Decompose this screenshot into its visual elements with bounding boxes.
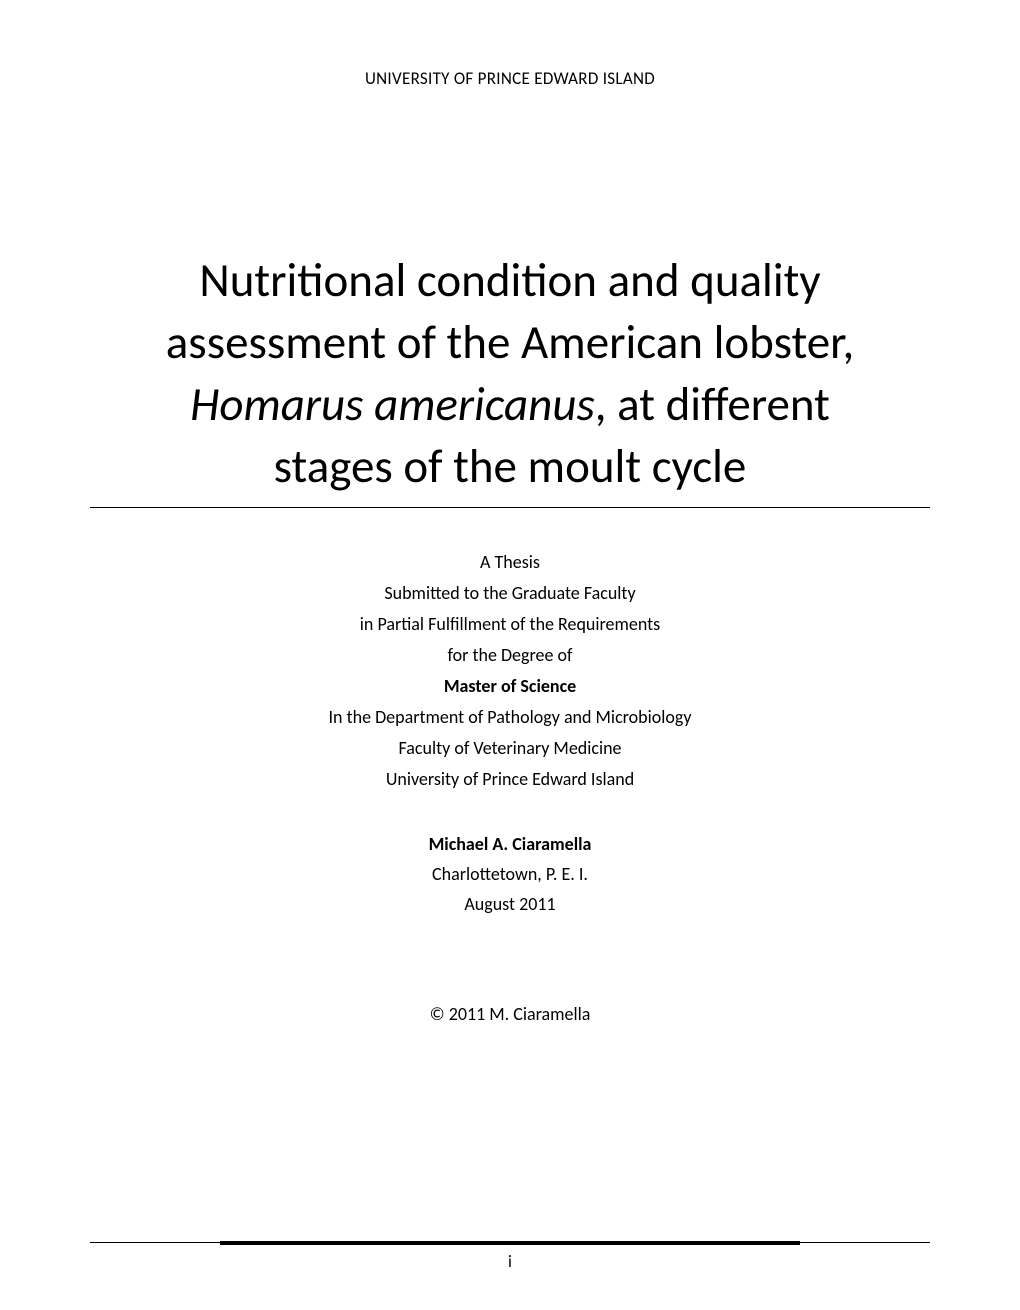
university-line: University of Prince Edward Island [90, 768, 930, 790]
title-line-1: Nutritional condition and quality [90, 249, 930, 311]
institution-line: UNIVERSITY OF PRINCE EDWARD ISLAND [90, 68, 930, 89]
degree-name: Master of Science [90, 675, 930, 697]
page-number: i [90, 1251, 930, 1272]
page-footer: i [90, 1241, 930, 1272]
title-species-italic: Homarus americanus [190, 375, 595, 433]
author-place: Charlottetown, P. E. I. [90, 863, 930, 885]
copyright-line: © 2011 M. Ciaramella [90, 1003, 930, 1025]
fulfillment-line: in Partial Fulfillment of the Requiremen… [90, 613, 930, 635]
title-line-2: assessment of the American lobster, [90, 311, 930, 373]
degree-for-line: for the Degree of [90, 644, 930, 666]
footer-rule [90, 1241, 930, 1245]
footer-rule-thick [220, 1241, 800, 1245]
title-line-3: Homarus americanus, at different [90, 373, 930, 435]
faculty-line: Faculty of Veterinary Medicine [90, 737, 930, 759]
thesis-description-block: A Thesis Submitted to the Graduate Facul… [90, 542, 930, 799]
author-date: August 2011 [90, 893, 930, 915]
thesis-label: A Thesis [90, 551, 930, 573]
department-line: In the Department of Pathology and Micro… [90, 706, 930, 728]
title-line-3-rest: , at different [595, 375, 830, 433]
title-line-4: stages of the moult cycle [90, 435, 930, 497]
thesis-title-page: UNIVERSITY OF PRINCE EDWARD ISLAND Nutri… [0, 0, 1020, 1310]
submitted-line: Submitted to the Graduate Faculty [90, 582, 930, 604]
author-block: Michael A. Ciaramella Charlottetown, P. … [90, 825, 930, 923]
author-name: Michael A. Ciaramella [90, 833, 930, 855]
title-block: Nutritional condition and quality assess… [90, 249, 930, 508]
